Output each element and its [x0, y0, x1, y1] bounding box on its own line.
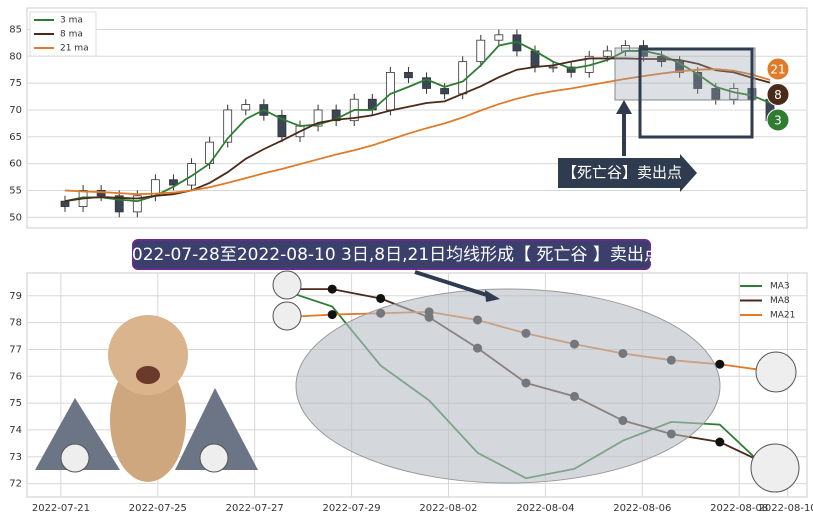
badge-label: 8 [774, 88, 782, 102]
ma-line [64, 68, 771, 196]
candle-body [440, 88, 450, 95]
skull [60, 443, 90, 473]
highlight-zone [614, 47, 756, 101]
y-tick-label: 79 [9, 291, 22, 302]
chart-title: 2022-07-28至2022-08-10 3日,8日,21日均线形成【 死亡谷… [121, 245, 661, 265]
dog-head [108, 315, 188, 395]
x-tick-label: 2022-08-10 [759, 503, 813, 514]
candle-body [494, 34, 504, 41]
badge-label: 21 [770, 63, 785, 77]
y-tick-label: 85 [9, 24, 22, 35]
candle-body [458, 61, 468, 95]
candle-body [422, 77, 431, 89]
skull [199, 443, 229, 473]
y-tick-label: 80 [9, 51, 22, 62]
legend-label: 8 ma [60, 30, 83, 40]
highlight-box [638, 47, 754, 139]
legend-label: 3 ma [60, 16, 83, 26]
pointer-head [485, 290, 500, 302]
x-tick-label: 2022-08-02 [419, 503, 477, 514]
y-tick-label: 75 [9, 398, 22, 409]
y-tick-label: 76 [9, 371, 22, 382]
candle-body [476, 39, 486, 63]
dog-mouth [136, 366, 160, 384]
ma-line [64, 40, 771, 203]
candle-body [114, 195, 124, 213]
annotation-arrow [558, 154, 697, 192]
x-tick-label: 2022-08-06 [613, 503, 671, 514]
candle-body [404, 71, 413, 79]
candle-body [566, 66, 576, 73]
x-tick-label: 2022-08-08 [710, 503, 768, 514]
candle-body [548, 66, 558, 69]
candle-body [675, 61, 685, 73]
x-tick-label: 2022-07-27 [226, 503, 284, 514]
badge [766, 108, 790, 132]
y-tick-label: 74 [9, 425, 22, 436]
annotation-text: 【死亡谷】卖出点 [562, 164, 682, 182]
y-tick-label: 65 [9, 132, 22, 143]
x-tick-label: 2022-07-21 [32, 503, 90, 514]
skull [272, 270, 302, 300]
highlight-ellipse [295, 288, 721, 484]
y-tick-label: 77 [9, 344, 22, 355]
mountain [175, 388, 258, 470]
candle-body [313, 109, 323, 127]
legend-label: MA21 [770, 311, 795, 321]
title-box [132, 239, 651, 270]
point [327, 310, 337, 320]
skull [750, 443, 800, 493]
top-plot-frame [26, 7, 808, 229]
pointer-arrow [414, 270, 491, 298]
legend-label: 21 ma [60, 44, 89, 54]
candle-body [693, 71, 703, 89]
point [327, 284, 337, 294]
candle-body [602, 50, 612, 57]
badge-label: 3 [774, 114, 782, 128]
candle-body [331, 109, 341, 122]
y-tick-label: 78 [9, 318, 22, 329]
candle-body [277, 114, 287, 138]
legend-label: MA3 [770, 282, 790, 292]
y-tick-label: 72 [9, 479, 22, 490]
badge [766, 57, 790, 81]
candle-body [60, 200, 70, 207]
arrow-head [616, 100, 632, 114]
y-tick-label: 55 [9, 185, 22, 196]
point [715, 359, 725, 369]
x-tick-label: 2022-07-25 [129, 503, 187, 514]
y-tick-label: 75 [9, 78, 22, 89]
mountain [35, 398, 120, 470]
candle-body [132, 195, 142, 213]
candle-body [187, 163, 196, 186]
candle-body [241, 104, 251, 111]
x-tick-label: 2022-07-29 [323, 503, 381, 514]
y-tick-label: 60 [9, 159, 22, 170]
y-tick-label: 73 [9, 452, 22, 463]
y-tick-label: 50 [9, 212, 22, 223]
candle-body [385, 71, 395, 111]
candle-body [223, 109, 233, 143]
y-tick-label: 70 [9, 105, 22, 116]
candle-body [711, 88, 721, 100]
badge [766, 83, 790, 106]
skull [272, 301, 302, 331]
point [715, 437, 725, 447]
candle-body [169, 179, 178, 186]
x-tick-label: 2022-08-04 [516, 503, 574, 514]
point [376, 293, 386, 303]
skull [755, 351, 797, 393]
legend-label: MA8 [770, 296, 790, 306]
